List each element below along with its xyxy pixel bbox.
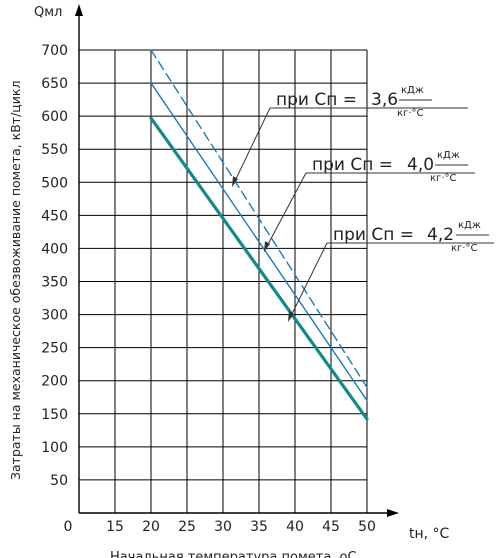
annotation-arrowhead: [232, 176, 238, 187]
annotation-leader: [233, 107, 271, 184]
y-axis-title: Затраты на механическое обезвоживание по…: [8, 81, 23, 480]
annotation-value: 4,2: [427, 225, 454, 245]
y-tick-label: 250: [41, 341, 68, 357]
y-tick-label: 550: [41, 142, 68, 158]
annotation-leader: [265, 172, 307, 249]
y-tick-label: 700: [41, 43, 68, 59]
annotation-prefix: при Сп =: [333, 225, 414, 245]
y-tick-label: 450: [41, 208, 68, 224]
annotation-value: 3,6: [371, 90, 398, 110]
x-tick-label: 15: [106, 519, 124, 535]
y-tick-label: 100: [41, 440, 68, 456]
y-tick-label: 150: [41, 407, 68, 423]
x-tick-label: 45: [322, 519, 340, 535]
x-tick-label: 25: [178, 519, 196, 535]
y-tick-label: 300: [41, 308, 68, 324]
annotation-cp-4-2: при Сп = 4,2 кДж кг·°С: [288, 220, 494, 322]
y-tick-label: 350: [41, 275, 68, 291]
x-tick-label: 30: [214, 519, 232, 535]
annotation-unit-top: кДж: [401, 85, 424, 96]
x-tick-label: 40: [286, 519, 304, 535]
series-line-3: [149, 116, 369, 421]
y-tick-label: 500: [41, 175, 68, 191]
annotation-unit-top: кДж: [437, 150, 460, 161]
axes: [75, 4, 399, 517]
annotation-prefix: при Сп =: [276, 90, 357, 110]
x-tick-label: 35: [250, 519, 268, 535]
y-axis-short-label: Qмл: [34, 5, 62, 20]
y-tick-labels: 50 100 150 200 250 300 350 400 450 500 550 600 650 70…: [41, 43, 68, 489]
x-tick-label: 50: [358, 519, 376, 535]
y-tick-label: 650: [41, 76, 68, 92]
annotation-prefix: при Сп =: [312, 155, 393, 175]
x-axis-arrow: [387, 509, 399, 517]
y-axis-arrow: [75, 4, 83, 16]
y-tick-label: 600: [41, 109, 68, 125]
annotation-cp-3-6: при Сп = 3,6 кДж кг·°С: [232, 85, 468, 187]
annotation-value: 4,0: [407, 155, 434, 175]
x-tick-labels: 0 15 20 25 30 35 40 45 50: [64, 519, 376, 535]
y-tick-label: 200: [41, 374, 68, 390]
x-tick-label: 0: [64, 519, 73, 535]
series-line-1: [150, 49, 368, 389]
annotation-leader: [289, 242, 328, 319]
annotation-unit-bottom: кг·°С: [451, 243, 477, 254]
x-tick-label: 20: [142, 519, 160, 535]
y-tick-label: 400: [41, 241, 68, 257]
annotation-unit-top: кДж: [458, 220, 481, 231]
annotation-arrowhead: [264, 241, 270, 252]
annotation-unit-bottom: кг·°С: [397, 108, 423, 119]
y-tick-label: 50: [50, 473, 68, 489]
annotation-arrowhead: [288, 311, 294, 322]
series-lines: [149, 49, 369, 421]
x-axis-title: Начальная температура помета, оС: [110, 550, 357, 558]
annotation-unit-bottom: кг·°С: [430, 173, 456, 184]
grid: [79, 49, 368, 513]
series-line-2: [150, 82, 368, 402]
x-axis-short-label: tн, °С: [409, 526, 450, 542]
annotation-cp-4-0: при Сп = 4,0 кДж кг·°С: [264, 150, 475, 252]
